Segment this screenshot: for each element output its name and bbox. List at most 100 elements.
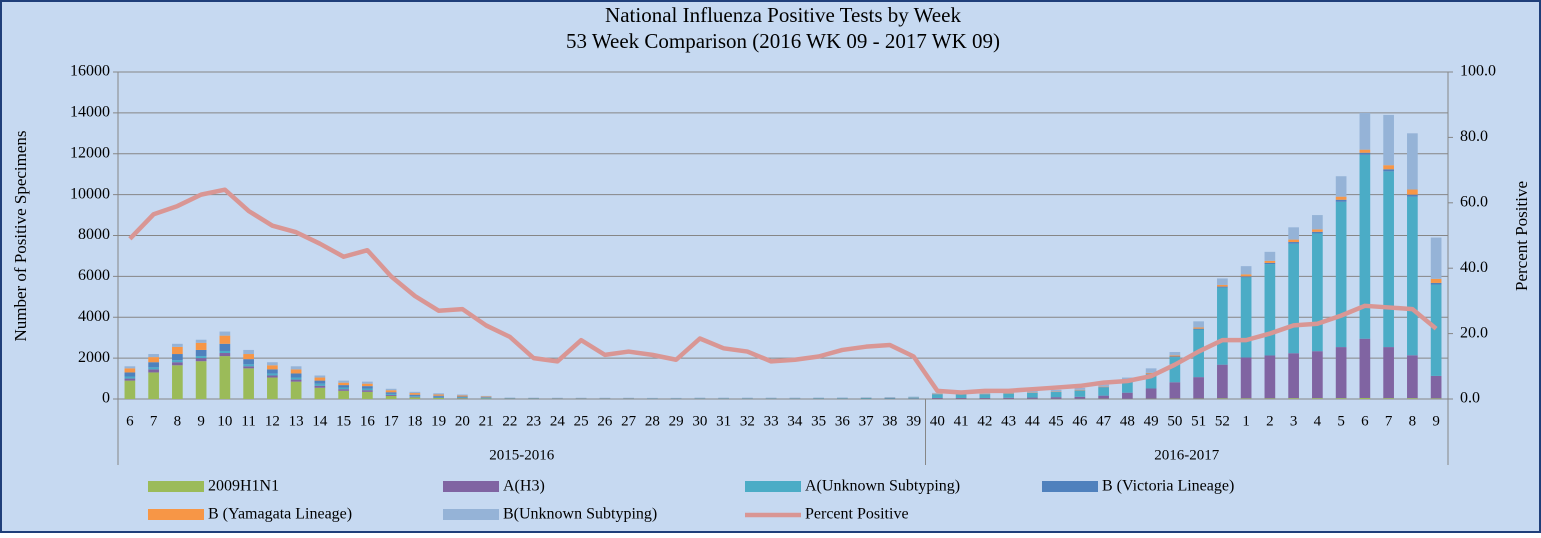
bar-segment <box>1431 398 1442 399</box>
bar-segment <box>1431 283 1442 285</box>
bar-segment <box>1193 327 1204 328</box>
x-tick-label: 8 <box>1409 413 1417 429</box>
bar-segment <box>1170 352 1181 355</box>
x-tick-label: 35 <box>811 413 826 429</box>
bar-segment <box>148 354 159 357</box>
x-tick-label: 38 <box>882 413 897 429</box>
x-tick-label: 42 <box>977 413 992 429</box>
bar-segment <box>315 381 326 384</box>
bar-segment <box>196 340 207 343</box>
bar-segment <box>1265 252 1276 261</box>
bar-segment <box>1312 215 1323 229</box>
x-tick-label: 12 <box>265 413 280 429</box>
y2-tick-label: 40.0 <box>1460 259 1488 276</box>
bar-segment <box>908 397 919 398</box>
bar-segment <box>1312 351 1323 398</box>
x-tick-label: 20 <box>455 413 470 429</box>
bar-segment <box>386 392 397 394</box>
legend-label: Percent Positive <box>805 506 909 523</box>
bar-segment <box>1217 285 1228 287</box>
bar-segment <box>1217 398 1228 399</box>
bar-segment <box>410 392 421 393</box>
bar-segment <box>1241 398 1252 399</box>
bar-segment <box>291 380 302 382</box>
bar-segment <box>1431 238 1442 279</box>
x-tick-label: 8 <box>174 413 182 429</box>
bar-segment <box>1336 176 1347 196</box>
y-tick-label: 14000 <box>70 104 110 121</box>
bar-segment <box>362 382 373 384</box>
bar-segment <box>433 395 444 396</box>
bar-segment <box>1360 155 1371 339</box>
bar-segment <box>291 378 302 380</box>
bar-segment <box>243 359 254 364</box>
bar-segment <box>433 398 444 399</box>
bar-segment <box>315 388 326 399</box>
bar-segment <box>196 350 207 356</box>
bar-segment <box>885 398 896 399</box>
bar-segment <box>220 356 231 399</box>
bar-segment <box>220 336 231 344</box>
legend-swatch <box>443 509 499 520</box>
bar-segment <box>291 382 302 399</box>
bar-segment <box>457 397 468 398</box>
bar-segment <box>1075 397 1086 399</box>
chart-title: National Influenza Positive Tests by Wee… <box>605 3 961 27</box>
bar-segment <box>433 393 444 394</box>
bar-segment <box>1217 365 1228 399</box>
bar-segment <box>125 372 136 376</box>
bar-segment <box>362 392 373 399</box>
bar-segment <box>291 369 302 373</box>
legend-label: A(H3) <box>503 478 545 495</box>
bar-segment <box>148 362 159 367</box>
bar-segment <box>148 369 159 372</box>
bar-segment <box>1241 274 1252 276</box>
legend-label: 2009H1N1 <box>208 478 279 495</box>
bar-segment <box>1027 393 1038 398</box>
x-tick-label: 17 <box>384 413 400 429</box>
bar-segment <box>1217 287 1228 288</box>
x-group-label: 2016-2017 <box>1154 447 1219 463</box>
bar-segment <box>1383 165 1394 169</box>
x-tick-label: 6 <box>1361 413 1369 429</box>
x-tick-label: 26 <box>597 413 613 429</box>
bar-segment <box>1312 229 1323 231</box>
bar-segment <box>1407 133 1418 189</box>
x-tick-label: 11 <box>241 413 255 429</box>
bar-segment <box>338 385 349 387</box>
bar-segment <box>125 377 136 379</box>
bar-segment <box>148 367 159 369</box>
x-tick-label: 46 <box>1072 413 1088 429</box>
bar-segment <box>1170 356 1181 357</box>
bar-segment <box>1098 396 1109 399</box>
x-tick-label: 36 <box>835 413 851 429</box>
y-tick-label: 10000 <box>70 185 110 202</box>
x-tick-label: 29 <box>669 413 684 429</box>
bar-segment <box>1265 264 1276 355</box>
bar-segment <box>386 394 397 395</box>
y-tick-label: 4000 <box>78 308 110 325</box>
x-tick-label: 51 <box>1191 413 1206 429</box>
bar-segment <box>125 366 136 368</box>
bar-segment <box>1265 355 1276 398</box>
bar-segment <box>1360 339 1371 398</box>
bar-segment <box>1360 113 1371 150</box>
bar-segment <box>1146 388 1157 398</box>
bar-segment <box>481 396 492 397</box>
bar-segment <box>1217 288 1228 365</box>
bar-segment <box>457 395 468 396</box>
bar-segment <box>1003 398 1014 399</box>
bar-segment <box>1051 397 1062 399</box>
bar-segment <box>1288 353 1299 398</box>
x-tick-label: 44 <box>1025 413 1041 429</box>
x-tick-label: 25 <box>574 413 589 429</box>
bar-segment <box>908 398 919 399</box>
x-tick-label: 18 <box>407 413 422 429</box>
bar-segment <box>1336 347 1347 398</box>
x-tick-label: 3 <box>1290 413 1298 429</box>
bar-segment <box>1241 266 1252 274</box>
bar-segment <box>1051 392 1062 397</box>
bar-segment <box>267 378 278 399</box>
x-tick-label: 47 <box>1096 413 1112 429</box>
bar-segment <box>837 398 848 399</box>
